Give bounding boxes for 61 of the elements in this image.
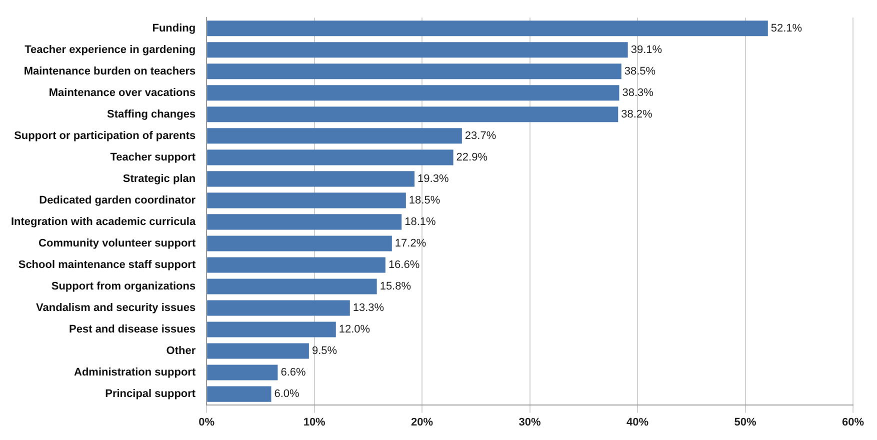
data-label: 16.6% <box>388 259 420 272</box>
data-label: 13.3% <box>352 302 384 314</box>
bar <box>207 20 768 36</box>
bar <box>207 214 402 230</box>
data-label: 18.5% <box>408 194 440 206</box>
bar <box>207 257 386 273</box>
bar <box>207 278 377 294</box>
y-tick-label: Support or participation of parents <box>14 130 196 142</box>
bar <box>207 322 336 338</box>
data-label: 38.2% <box>621 108 653 120</box>
y-tick-label: Teacher experience in gardening <box>24 44 196 56</box>
y-tick-label: Vandalism and security issues <box>36 302 196 314</box>
bar <box>207 64 622 80</box>
bar <box>207 85 620 101</box>
bar <box>207 364 278 380</box>
data-label: 22.9% <box>456 151 488 164</box>
y-tick-label: Principal support <box>105 388 196 400</box>
y-tick-label: Staffing changes <box>106 108 196 120</box>
bar <box>207 192 406 208</box>
x-tick-label: 30% <box>518 416 542 428</box>
y-tick-label: Teacher support <box>110 151 196 164</box>
x-tick-label: 40% <box>626 416 649 428</box>
data-label: 38.5% <box>624 65 656 78</box>
bar <box>207 106 618 122</box>
y-tick-label: Integration with academic curricula <box>10 216 196 228</box>
bar <box>207 150 454 166</box>
x-tick-label: 0% <box>198 416 215 428</box>
data-label: 17.2% <box>394 238 426 250</box>
data-label: 18.1% <box>404 216 436 228</box>
data-label: 9.5% <box>312 345 338 358</box>
x-tick-label: 60% <box>842 416 864 428</box>
y-tick-label: Maintenance burden on teachers <box>24 65 196 78</box>
y-tick-label: Administration support <box>74 366 196 379</box>
data-label: 39.1% <box>630 44 662 56</box>
y-tick-label: Funding <box>152 22 196 34</box>
data-label: 52.1% <box>770 22 802 34</box>
data-label: 38.3% <box>622 86 654 99</box>
bar <box>207 300 350 316</box>
data-label: 12.0% <box>338 324 370 336</box>
x-tick-label: 10% <box>303 416 326 428</box>
data-label: 6.0% <box>274 388 300 400</box>
y-tick-label: Other <box>166 345 196 358</box>
y-tick-label: Support from organizations <box>51 280 196 293</box>
bar <box>207 236 392 252</box>
y-tick-label: School maintenance staff support <box>18 259 196 272</box>
bar <box>207 128 462 144</box>
x-tick-label: 20% <box>411 416 434 428</box>
bar <box>207 343 309 359</box>
data-label: 23.7% <box>464 130 496 142</box>
data-label: 15.8% <box>380 280 412 293</box>
x-tick-label: 50% <box>734 416 756 428</box>
bar <box>207 42 628 58</box>
data-label: 19.3% <box>418 172 449 185</box>
y-tick-label: Dedicated garden coordinator <box>39 194 196 206</box>
y-tick-label: Strategic plan <box>122 172 196 185</box>
data-label: 6.6% <box>280 366 306 379</box>
y-tick-label: Pest and disease issues <box>69 324 196 336</box>
bar <box>207 386 272 402</box>
y-tick-label: Maintenance over vacations <box>48 86 196 99</box>
y-tick-label: Community volunteer support <box>38 238 196 250</box>
bar <box>207 171 415 187</box>
